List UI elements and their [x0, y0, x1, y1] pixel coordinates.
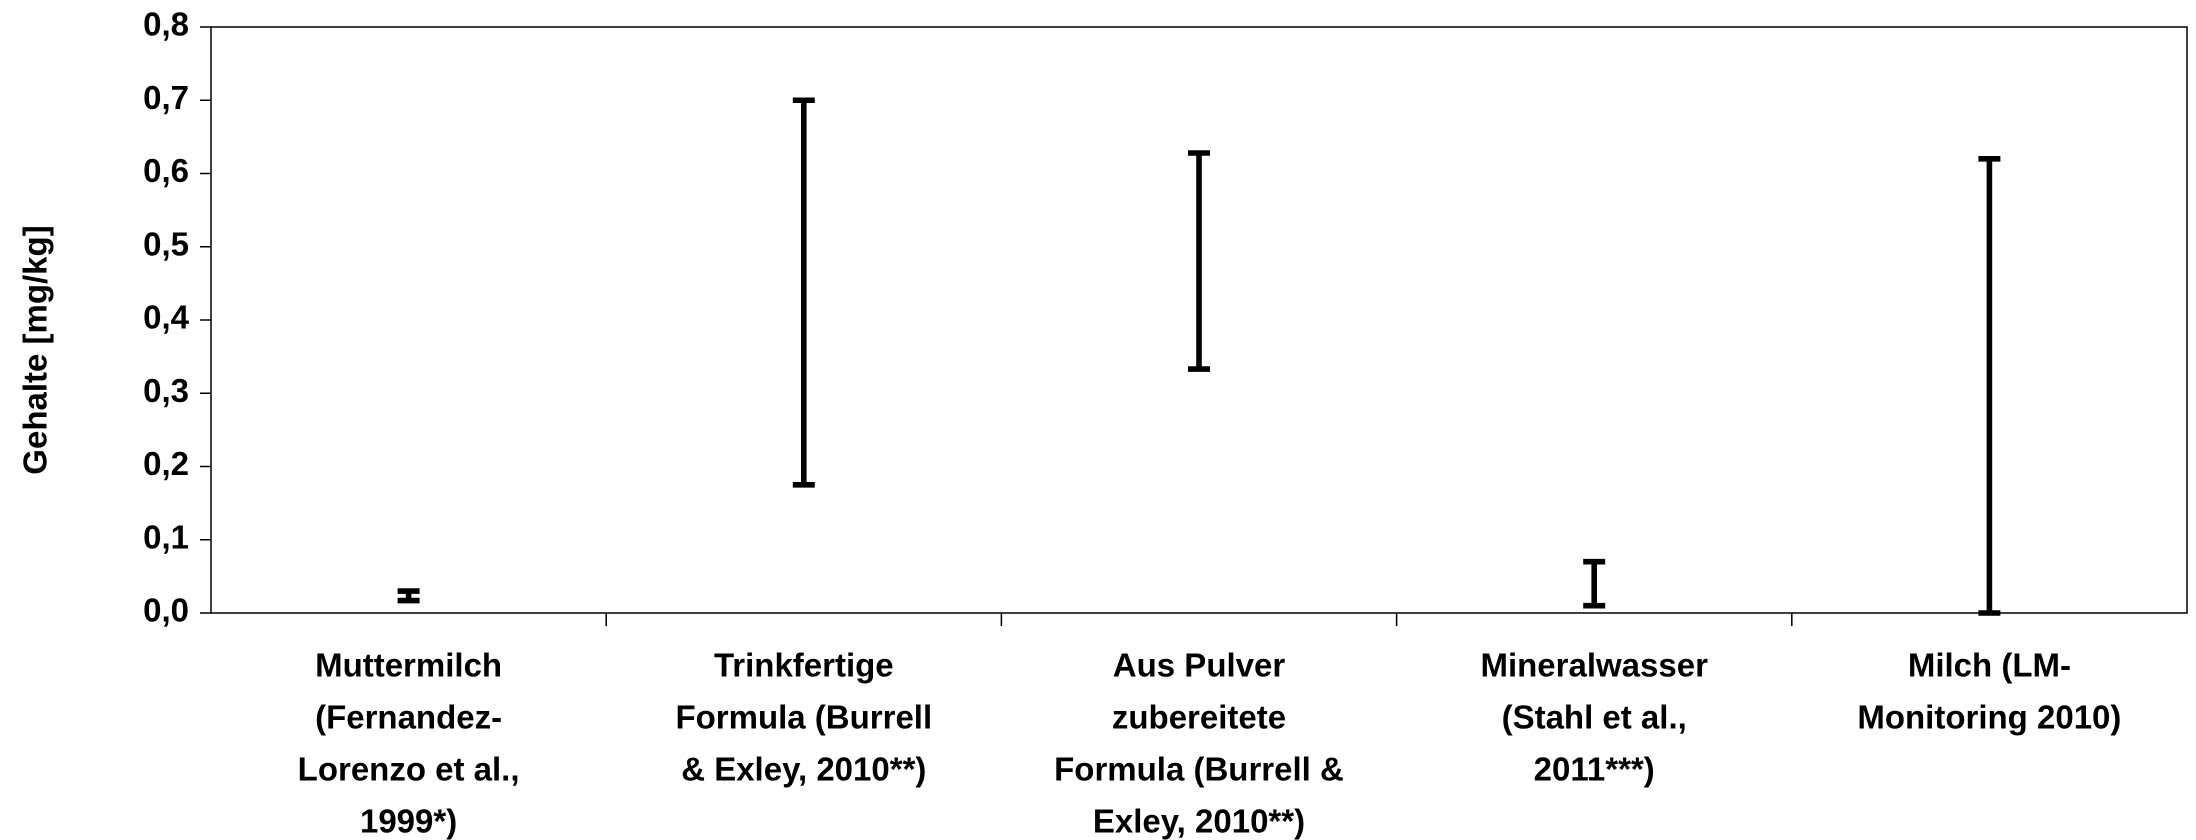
x-tick-label: Formula (Burrell &: [1054, 751, 1344, 788]
x-tick-label: Formula (Burrell: [675, 699, 932, 736]
y-tick-label: 0,5: [143, 225, 189, 262]
x-tick-label: Exley, 2010**): [1093, 803, 1305, 840]
x-tick-label: Aus Pulver: [1113, 647, 1286, 684]
y-tick-label: 0,7: [143, 79, 189, 116]
x-tick-label: 1999*): [360, 803, 457, 840]
x-tick-label: Milch (LM-: [1908, 647, 2071, 684]
y-tick-label: 0,0: [143, 592, 189, 629]
x-tick-label: Muttermilch: [315, 647, 502, 684]
x-tick-label: zubereitete: [1112, 699, 1286, 736]
y-tick-label: 0,4: [143, 299, 190, 336]
y-tick-label: 0,1: [143, 518, 189, 555]
y-tick-label: 0,3: [143, 372, 189, 409]
y-tick-label: 0,2: [143, 445, 189, 482]
x-tick-label: (Fernandez-: [315, 699, 502, 736]
y-tick-label: 0,6: [143, 152, 189, 189]
x-tick-label: (Stahl et al.,: [1502, 699, 1687, 736]
x-tick-label: 2011***): [1534, 751, 1655, 788]
x-tick-label: Trinkfertige: [714, 647, 894, 684]
x-tick-label: Mineralwasser: [1480, 647, 1708, 684]
x-tick-label: Lorenzo et al.,: [298, 751, 520, 788]
x-tick-label: & Exley, 2010**): [681, 751, 926, 788]
y-tick-label: 0,8: [143, 6, 189, 43]
y-axis-title: Gehalte [mg/kg]: [17, 225, 54, 474]
x-tick-label: Monitoring 2010): [1857, 699, 2121, 736]
